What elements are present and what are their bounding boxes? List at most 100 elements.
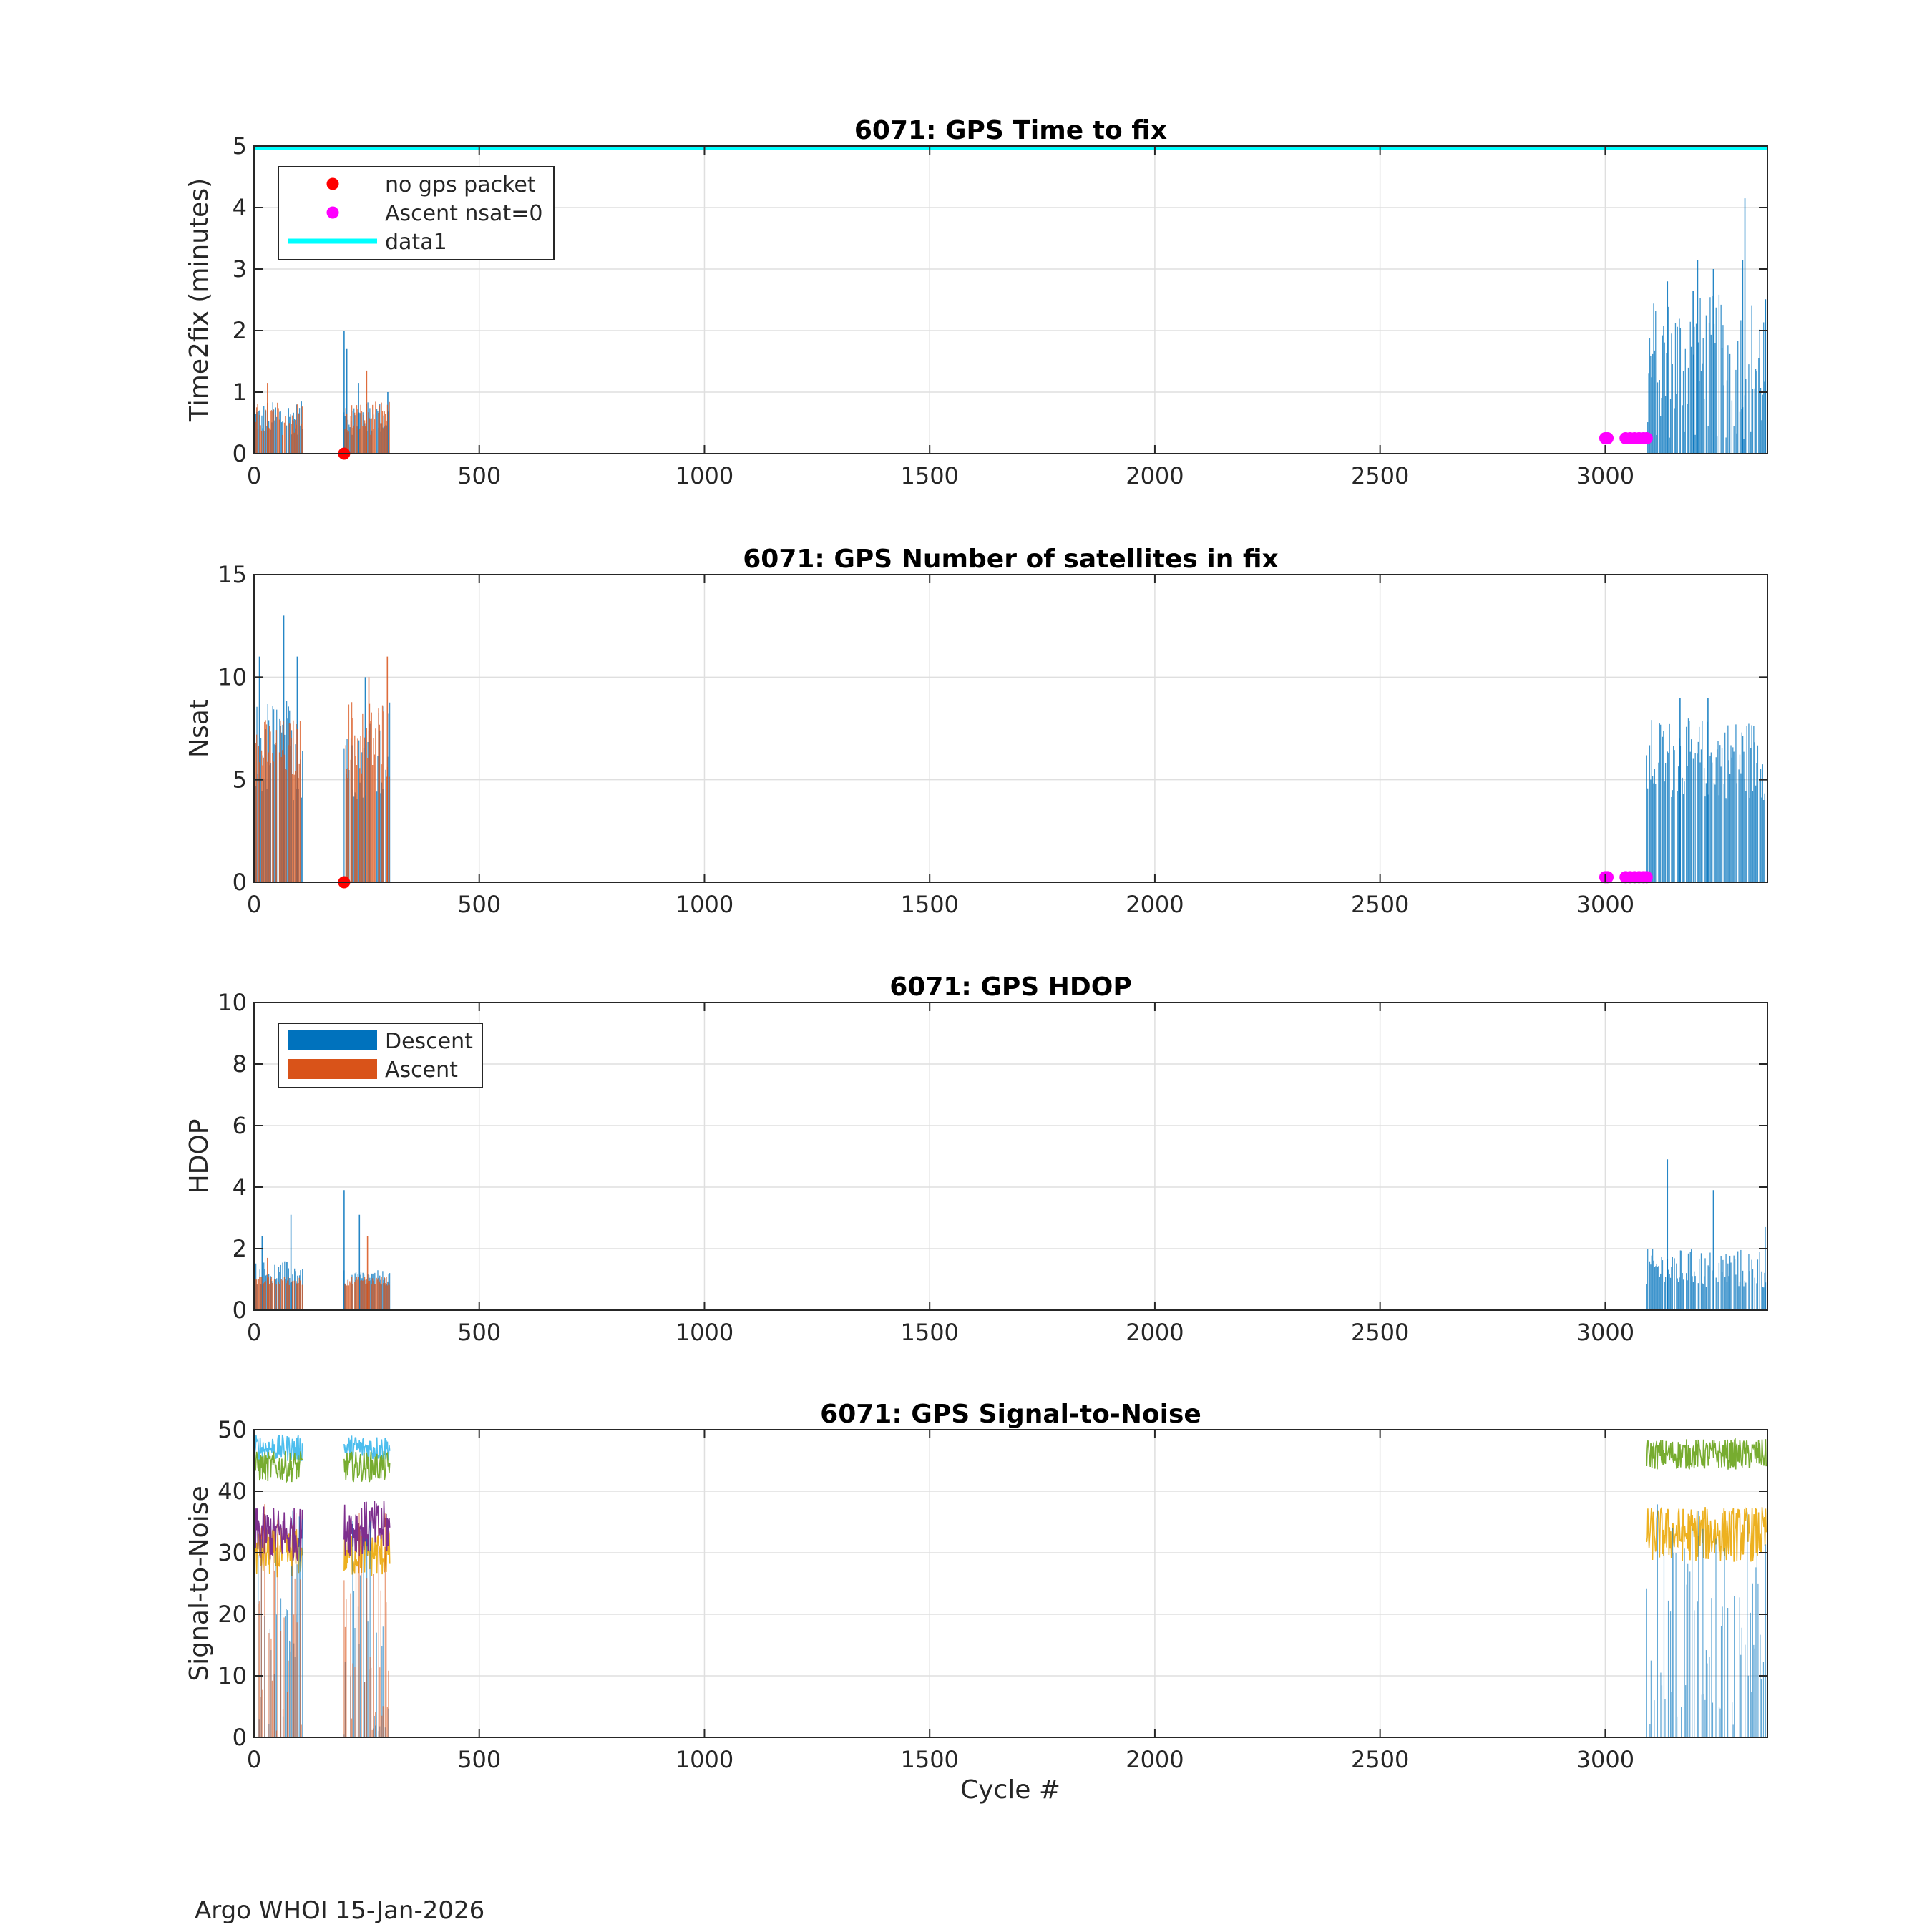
bars-descent <box>254 198 1767 454</box>
point <box>1640 871 1653 884</box>
x-tick-label: 2500 <box>1351 462 1409 489</box>
point <box>1601 871 1614 884</box>
legend: no gps packet Ascent nsat=0 data1 <box>278 166 555 260</box>
plot-area <box>254 615 1765 889</box>
x-tick-label: 1500 <box>900 1319 958 1346</box>
bars-ascent <box>255 370 390 454</box>
bars-ascent <box>255 656 390 882</box>
y-tick-label: 0 <box>233 869 247 896</box>
bars-ascent <box>255 1236 390 1310</box>
y-tick-label: 0 <box>233 1724 247 1751</box>
y-tick-label: 15 <box>218 561 247 588</box>
x-tick-label: 500 <box>457 1319 501 1346</box>
x-tick-label: 1000 <box>675 1319 733 1346</box>
y-tick-label: 6 <box>233 1112 247 1139</box>
panel-3: 0 500 1000 1500 2000 2500 3000 0 2 4 6 8 10 6071: GPS… <box>185 972 1768 1346</box>
panel-title: 6071: GPS Number of satellites in fix <box>743 545 1279 574</box>
x-tick-label: 1000 <box>675 1746 733 1773</box>
x-tick-label: 1500 <box>900 462 958 489</box>
x-tick-label: 2500 <box>1351 1746 1409 1773</box>
x-tick-label: 1000 <box>675 462 733 489</box>
x-tick-label: 0 <box>247 462 261 489</box>
snr-trace <box>343 1451 391 1483</box>
panel-title: 6071: GPS Signal-to-Noise <box>820 1400 1201 1429</box>
y-tick-label: 50 <box>218 1416 247 1443</box>
y-tick-label: 2 <box>233 317 247 344</box>
y-tick-label: 10 <box>218 1662 247 1689</box>
legend-label: Ascent nsat=0 <box>385 201 542 226</box>
snr-trace <box>1646 1438 1767 1470</box>
y-tick-label: 0 <box>233 440 247 467</box>
point <box>1601 432 1614 444</box>
snr-trace <box>254 1451 303 1484</box>
legend-box <box>278 166 555 260</box>
x-tick-label: 3000 <box>1576 891 1634 918</box>
markers-ascent-nsat-0 <box>1599 432 1653 444</box>
x-axis-label: Cycle # <box>960 1775 1060 1805</box>
panel-title: 6071: GPS Time to fix <box>854 116 1167 145</box>
legend-marker <box>326 177 339 190</box>
y-tick-label: 10 <box>218 663 247 691</box>
y-tick-label: 3 <box>233 255 247 283</box>
y-tick-label: 40 <box>218 1478 247 1505</box>
snr-trace <box>343 1435 391 1462</box>
x-tick-label: 500 <box>457 462 501 489</box>
x-tick-label: 500 <box>457 1746 501 1773</box>
axes-box <box>253 1429 1768 1738</box>
legend-label: Descent <box>385 1029 473 1054</box>
x-tick-label: 2000 <box>1126 1319 1184 1346</box>
legend-marker <box>326 206 339 219</box>
panel-4: 0 500 1000 1500 2000 2500 3000 0 10 20 30 40 50 6071:… <box>185 1400 1768 1773</box>
y-tick-label: 10 <box>218 989 247 1016</box>
axes-box <box>253 574 1768 883</box>
x-tick-label: 1000 <box>675 891 733 918</box>
x-tick-label: 0 <box>247 1746 261 1773</box>
legend-label: data1 <box>385 230 447 255</box>
x-tick-label: 0 <box>247 891 261 918</box>
x-tick-label: 1500 <box>900 891 958 918</box>
x-tick-label: 1500 <box>900 1746 958 1773</box>
x-tick-label: 2500 <box>1351 891 1409 918</box>
x-tick-label: 500 <box>457 891 501 918</box>
y-tick-label: 2 <box>233 1235 247 1262</box>
y-tick-label: 4 <box>233 194 247 221</box>
x-tick-label: 2000 <box>1126 891 1184 918</box>
markers-ascent-nsat-0 <box>1599 871 1653 884</box>
legend-label: no gps packet <box>385 172 536 197</box>
plot-area <box>254 145 1767 460</box>
snr-line <box>254 1438 1767 1484</box>
x-tick-label: 3000 <box>1576 462 1634 489</box>
y-axis-label: Signal-to-Noise <box>185 1485 214 1681</box>
footer-stamp: Argo WHOI 15-Jan-2026 <box>195 1896 484 1925</box>
snr-trace <box>254 1506 303 1562</box>
y-tick-label: 1 <box>233 379 247 406</box>
legend: Descent Ascent <box>278 1023 483 1088</box>
plot-area <box>254 1434 1767 1737</box>
panel-2: 0 500 1000 1500 2000 2500 3000 0 5 10 15 6071: GPS … <box>185 545 1768 918</box>
axes-box <box>253 1002 1768 1311</box>
x-tick-label: 2000 <box>1126 462 1184 489</box>
point <box>1640 432 1653 444</box>
y-tick-label: 5 <box>233 132 247 160</box>
x-tick-label: 3000 <box>1576 1319 1634 1346</box>
plot-area <box>255 1159 1767 1310</box>
x-tick-label: 2500 <box>1351 1319 1409 1346</box>
y-tick-label: 0 <box>233 1297 247 1324</box>
y-tick-label: 20 <box>218 1601 247 1628</box>
panel-title: 6071: GPS HDOP <box>889 972 1132 1002</box>
x-tick-label: 3000 <box>1576 1746 1634 1773</box>
y-axis-label: HDOP <box>185 1119 214 1194</box>
y-axis-label: Nsat <box>185 699 214 758</box>
snr-trace <box>254 1434 303 1463</box>
y-tick-label: 8 <box>233 1050 247 1078</box>
legend-swatch <box>288 1030 377 1050</box>
y-tick-label: 30 <box>218 1539 247 1566</box>
x-tick-label: 0 <box>247 1319 261 1346</box>
y-axis-label: Time2fix (minutes) <box>185 178 214 422</box>
axes-box <box>253 145 1768 454</box>
x-tick-label: 2000 <box>1126 1746 1184 1773</box>
y-tick-label: 5 <box>233 766 247 794</box>
snr-bars <box>254 1504 389 1737</box>
